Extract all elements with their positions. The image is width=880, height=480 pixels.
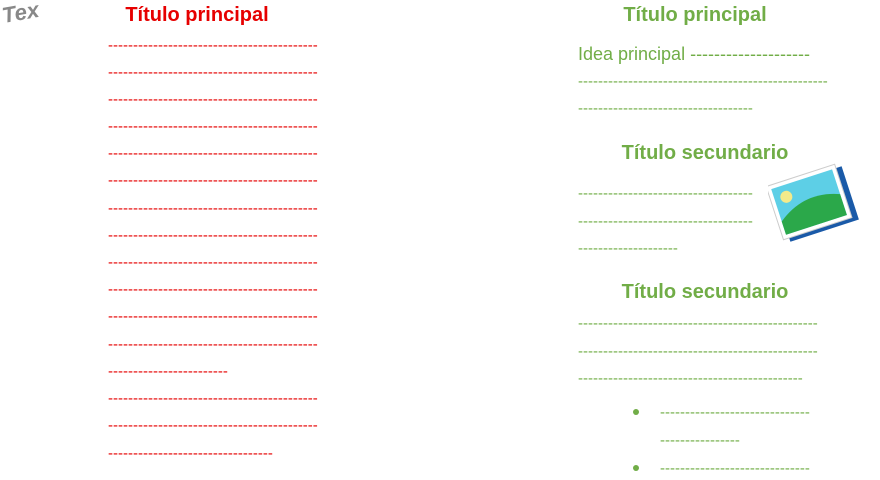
dash-line: -----------------------------------	[578, 214, 753, 229]
dash-line: ----------------------------------------…	[578, 316, 818, 331]
dash-line: ----------------------------------------…	[108, 282, 318, 297]
dash-line: ----------------------------------------…	[108, 309, 318, 324]
main-idea: Idea principal --------------------	[578, 44, 810, 64]
dash-line: ----------------------------------------…	[578, 371, 803, 386]
dash-line: ----------------------------------------…	[108, 65, 318, 80]
dash-line: ----------------------------------------…	[108, 418, 318, 433]
dash-line: --------------------	[578, 241, 678, 256]
bullet	[633, 409, 639, 415]
corner-text: Tex	[0, 0, 41, 29]
image-icon	[768, 163, 859, 242]
dash-line: ----------------------------------------…	[108, 173, 318, 188]
dash-line: ----------------------------------------…	[108, 119, 318, 134]
dash-line: ----------------------------------------…	[108, 228, 318, 243]
dash-line: ----------------	[660, 433, 740, 448]
section-title: Título secundario	[621, 281, 789, 303]
dash-line: -----------------------------------	[578, 186, 753, 201]
dash-line: ----------------------------------------…	[108, 92, 318, 107]
dash-line: ----------------------------------------…	[108, 391, 318, 406]
dash-line: ----------------------------------------…	[578, 74, 828, 89]
section-title: Título secundario	[621, 142, 789, 164]
dash-line: ---------------------------------	[108, 446, 273, 461]
dash-line: ------------------------------	[660, 461, 810, 476]
dash-line: ----------------------------------------…	[108, 201, 318, 216]
bullet	[633, 465, 639, 471]
dash-line: ----------------------------------------…	[108, 255, 318, 270]
right-title: Título principal	[623, 4, 767, 26]
dash-line: ----------------------------------------…	[578, 344, 818, 359]
left-title: Título principal	[125, 4, 269, 26]
dash-line: -----------------------------------	[578, 101, 753, 116]
dash-line: ----------------------------------------…	[108, 337, 318, 352]
dash-line: ------------------------	[108, 364, 228, 379]
dash-line: ------------------------------	[660, 405, 810, 420]
dash-line: ----------------------------------------…	[108, 146, 318, 161]
dash-line: ----------------------------------------…	[108, 38, 318, 53]
